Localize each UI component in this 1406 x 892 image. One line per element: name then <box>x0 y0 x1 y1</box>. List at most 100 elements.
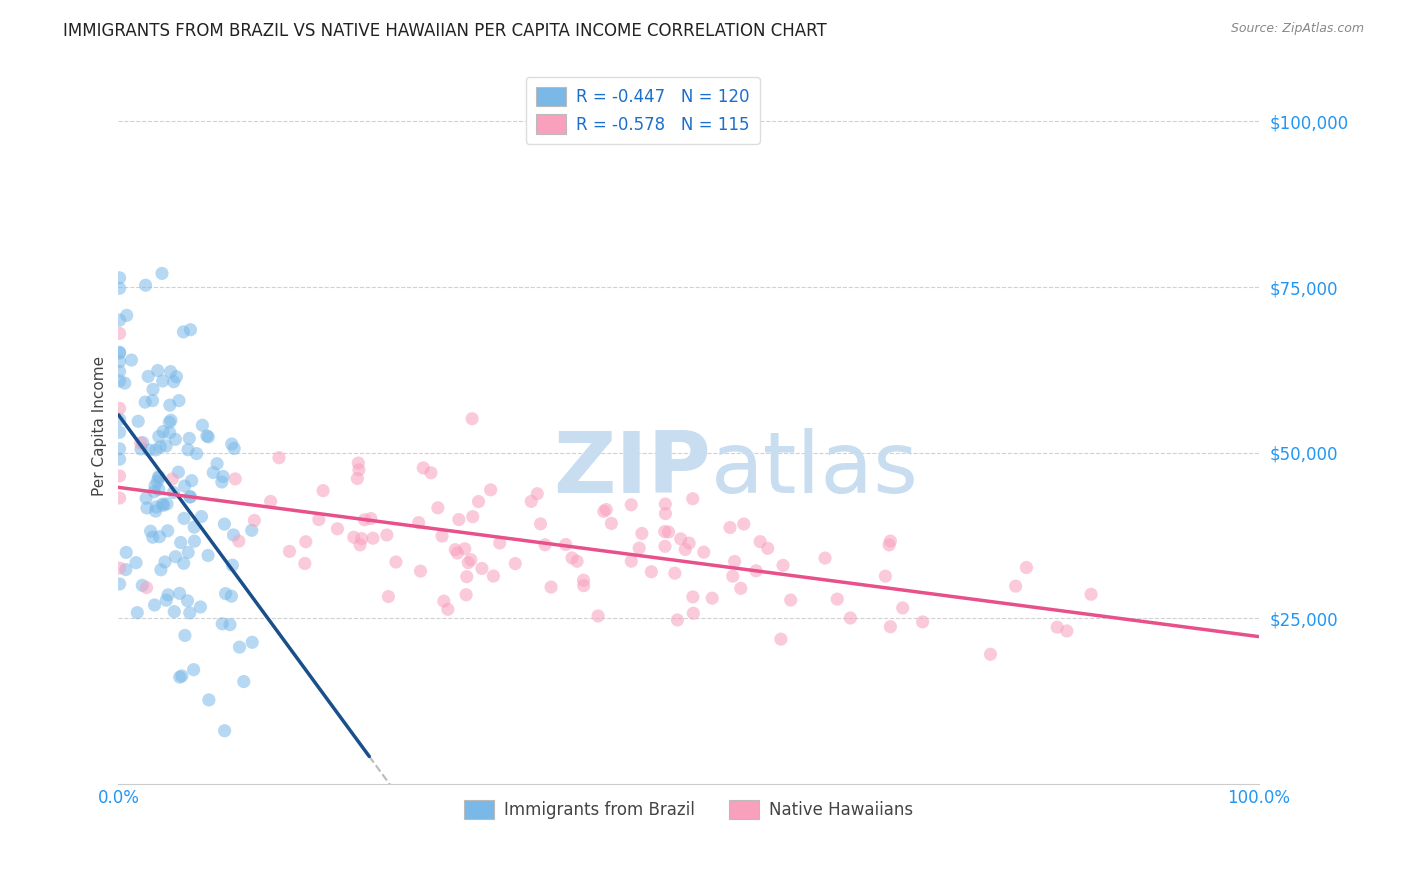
Point <box>420 466 443 480</box>
Point <box>195 429 218 443</box>
Point <box>214 586 236 600</box>
Point <box>165 369 187 384</box>
Point <box>170 669 193 683</box>
Point <box>503 557 526 571</box>
Point <box>350 532 373 546</box>
Point <box>172 325 194 339</box>
Point <box>447 512 470 526</box>
Text: Source: ZipAtlas.com: Source: ZipAtlas.com <box>1230 22 1364 36</box>
Point <box>179 431 201 445</box>
Text: ZIP: ZIP <box>554 427 711 510</box>
Point <box>108 425 131 440</box>
Point <box>114 376 136 390</box>
Point <box>212 469 235 483</box>
Point <box>482 569 505 583</box>
Point <box>682 590 704 604</box>
Point <box>197 430 219 444</box>
Point <box>214 723 236 738</box>
Point <box>167 393 190 408</box>
Point <box>877 538 900 552</box>
Point <box>631 526 654 541</box>
Point <box>177 442 200 457</box>
Point <box>772 558 794 573</box>
Point <box>879 534 901 549</box>
Point <box>156 524 179 538</box>
Point <box>1004 579 1026 593</box>
Point <box>879 620 901 634</box>
Point <box>176 593 198 607</box>
Point <box>654 497 676 511</box>
Point <box>180 474 202 488</box>
Point <box>146 475 169 489</box>
Point <box>108 412 131 426</box>
Point <box>165 549 187 564</box>
Point <box>526 487 548 501</box>
Point <box>129 436 152 450</box>
Point <box>224 442 246 456</box>
Point <box>294 557 316 571</box>
Point <box>135 491 157 506</box>
Point <box>654 539 676 553</box>
Point <box>173 556 195 570</box>
Point <box>120 353 142 368</box>
Point <box>733 516 755 531</box>
Point <box>134 395 156 409</box>
Point <box>127 414 149 428</box>
Point <box>131 578 153 592</box>
Point <box>347 456 370 470</box>
Point <box>343 530 366 544</box>
Point <box>723 554 745 568</box>
Point <box>308 513 330 527</box>
Point <box>721 569 744 583</box>
Point <box>135 581 157 595</box>
Point <box>108 561 131 575</box>
Point <box>678 536 700 550</box>
Point <box>430 529 453 543</box>
Point <box>360 511 382 525</box>
Point <box>108 270 131 285</box>
Point <box>534 538 557 552</box>
Point <box>595 502 617 516</box>
Point <box>143 479 166 493</box>
Point <box>361 531 384 545</box>
Point <box>108 346 131 360</box>
Point <box>129 442 152 456</box>
Point <box>769 632 792 647</box>
Point <box>136 500 159 515</box>
Point <box>353 513 375 527</box>
Point <box>142 382 165 396</box>
Point <box>240 524 263 538</box>
Point <box>145 442 167 457</box>
Point <box>467 494 489 508</box>
Point <box>108 364 131 378</box>
Point <box>143 598 166 612</box>
Point <box>592 504 614 518</box>
Point <box>183 520 205 534</box>
Point <box>197 549 219 563</box>
Point <box>1080 587 1102 601</box>
Point <box>825 592 848 607</box>
Point <box>278 544 301 558</box>
Point <box>243 513 266 527</box>
Point <box>654 507 676 521</box>
Point <box>426 500 449 515</box>
Point <box>152 497 174 511</box>
Point <box>347 463 370 477</box>
Point <box>198 693 221 707</box>
Point <box>412 461 434 475</box>
Point <box>183 534 205 549</box>
Point <box>108 401 131 416</box>
Point <box>179 490 201 504</box>
Point <box>145 504 167 518</box>
Point <box>219 617 242 632</box>
Point <box>891 601 914 615</box>
Point <box>377 590 399 604</box>
Y-axis label: Per Capita Income: Per Capita Income <box>93 356 107 496</box>
Point <box>628 541 651 556</box>
Point <box>169 670 191 684</box>
Point <box>153 555 176 569</box>
Point <box>749 534 772 549</box>
Point <box>183 663 205 677</box>
Point <box>167 465 190 479</box>
Point <box>346 471 368 485</box>
